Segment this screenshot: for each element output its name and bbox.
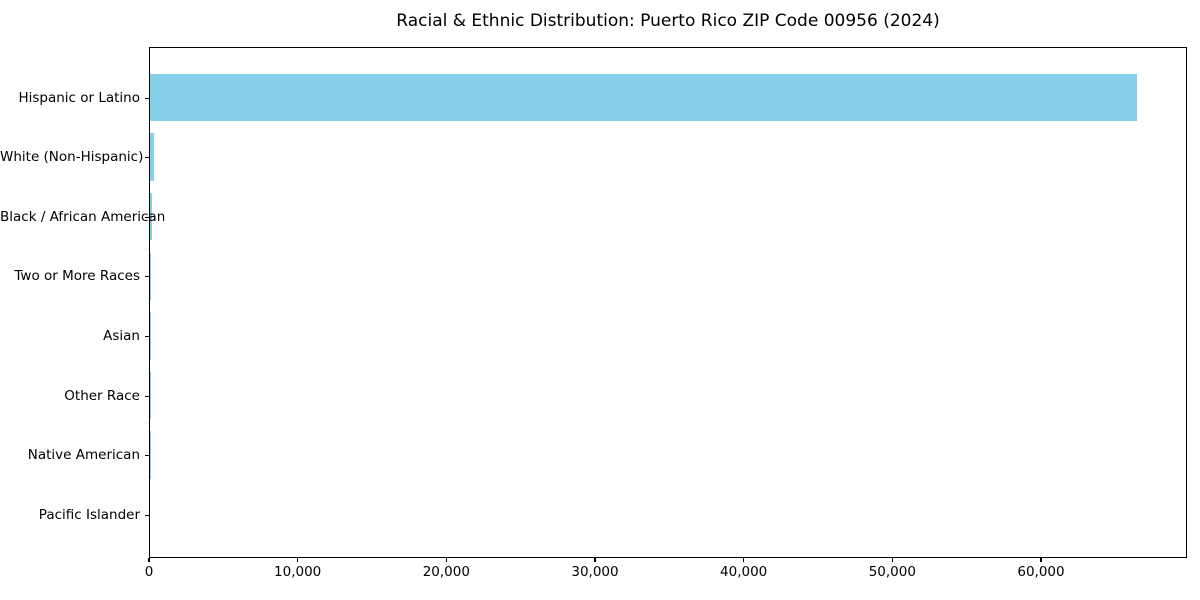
y-tick-label: Native American	[27, 447, 140, 464]
x-tick-mark	[148, 558, 150, 562]
x-tick-label: 30,000	[571, 564, 619, 580]
x-tick-label: 0	[144, 564, 154, 580]
bar-two-or-more-races	[150, 252, 151, 301]
x-tick-mark	[743, 558, 745, 562]
y-tick-label: Hispanic or Latino	[18, 89, 140, 106]
plot-area	[149, 47, 1187, 558]
x-tick-label: 10,000	[274, 564, 322, 580]
x-tick-label: 20,000	[422, 564, 470, 580]
y-tick-label: White (Non-Hispanic)	[0, 149, 144, 166]
x-tick-label: 40,000	[720, 564, 768, 580]
x-tick-mark	[891, 558, 893, 562]
y-tick-label: Other Race	[64, 387, 140, 404]
y-tick-mark	[145, 97, 149, 99]
y-tick-mark	[145, 276, 149, 278]
x-tick-mark	[445, 558, 447, 562]
y-tick-label: Asian	[103, 327, 140, 344]
x-tick-label: 60,000	[1017, 564, 1065, 580]
y-tick-label: Two or More Races	[14, 268, 140, 285]
y-tick-mark	[145, 455, 149, 457]
x-tick-mark	[594, 558, 596, 562]
y-tick-label: Pacific Islander	[38, 506, 140, 523]
x-tick-label: 50,000	[868, 564, 916, 580]
y-tick-mark	[145, 335, 149, 338]
y-tick-mark	[145, 514, 149, 516]
x-tick-mark	[297, 558, 299, 562]
y-tick-mark	[145, 395, 149, 397]
chart-title: Racial & Ethnic Distribution: Puerto Ric…	[396, 11, 940, 31]
x-tick-mark	[1040, 558, 1042, 562]
bar-white-non-hispanic	[150, 133, 154, 181]
y-tick-label: Black / African American	[0, 208, 166, 225]
y-tick-mark	[145, 216, 149, 218]
bar-hispanic-or-latino	[150, 73, 1138, 122]
bar-black-african-american	[150, 192, 152, 241]
y-tick-mark	[145, 157, 149, 159]
